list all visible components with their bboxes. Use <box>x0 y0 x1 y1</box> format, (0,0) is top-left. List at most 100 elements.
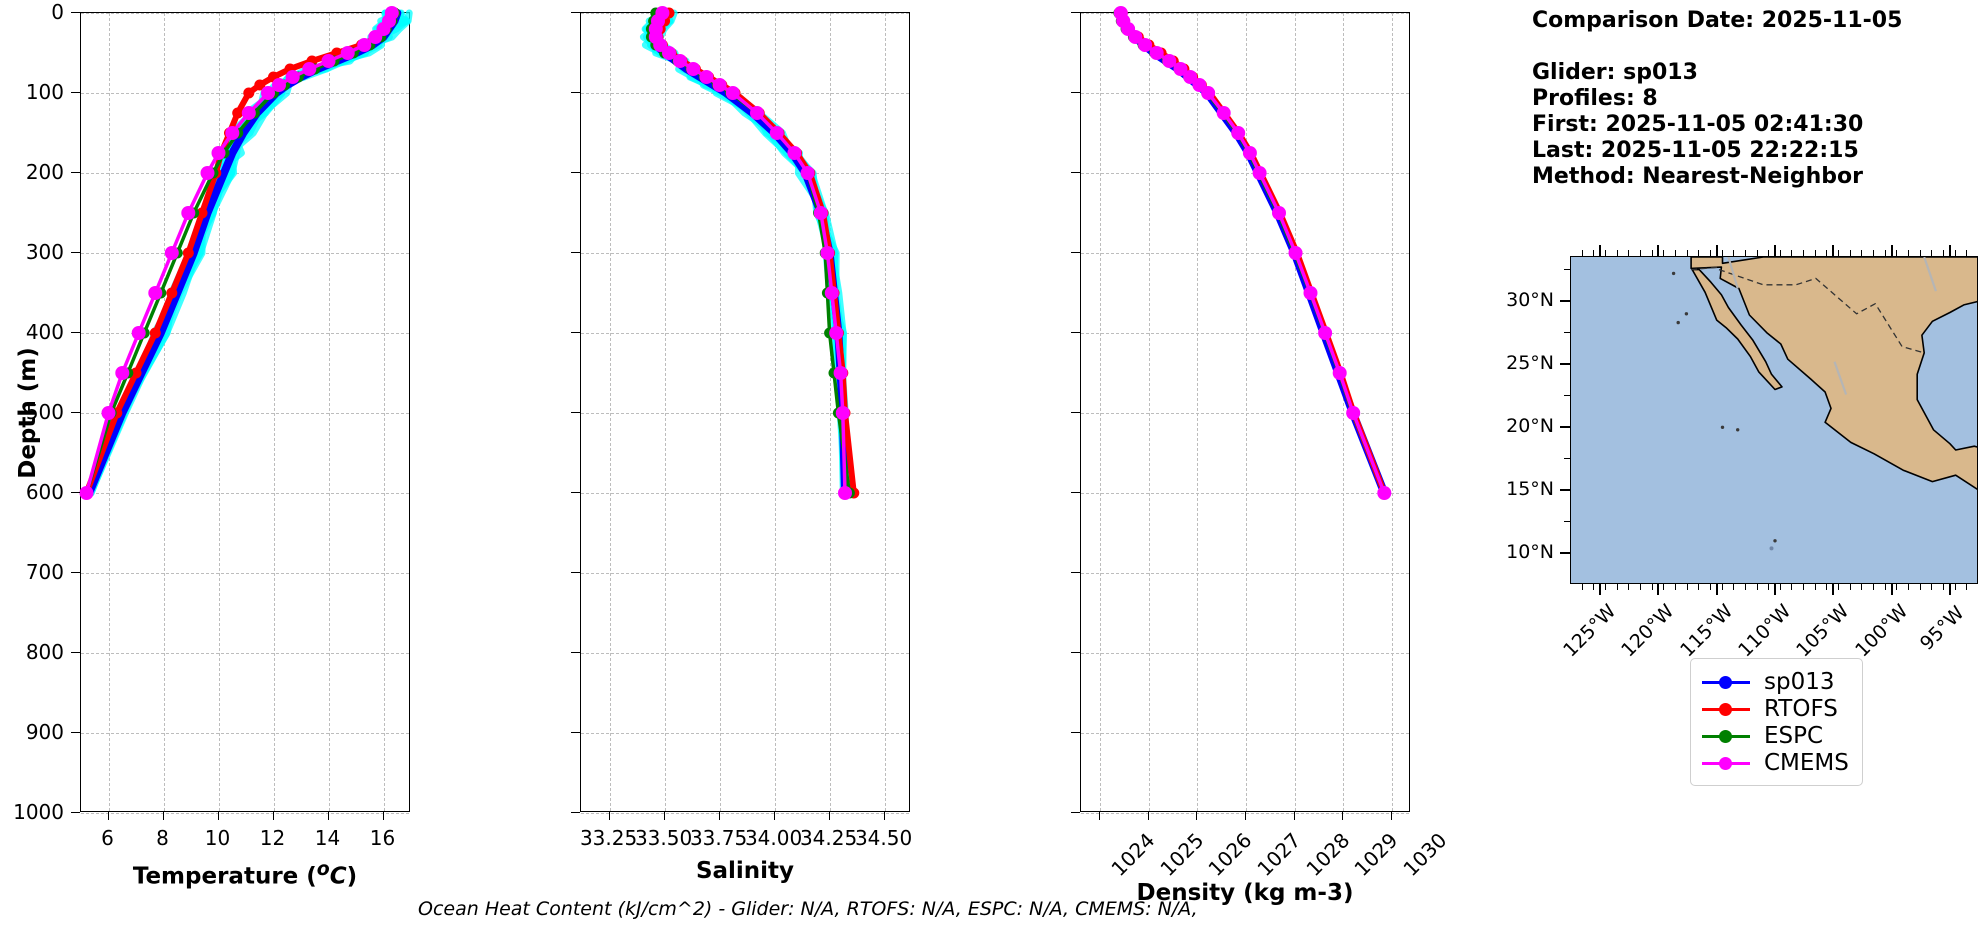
gridline-vertical <box>273 13 275 811</box>
map-lon-minor-tick <box>1814 584 1816 590</box>
map-lon-minor-tick <box>1779 584 1781 590</box>
glider-profile-trace <box>87 9 406 497</box>
gridline-horizontal <box>1081 653 1409 654</box>
x-axis-tick <box>272 812 274 820</box>
x-axis-tick <box>1245 812 1246 820</box>
series-marker-rtofs <box>166 287 178 299</box>
y-axis-tick <box>71 172 80 173</box>
gridline-horizontal <box>81 733 409 734</box>
series-marker-cmems <box>1332 366 1347 380</box>
x-axis-tick <box>1196 812 1198 820</box>
legend-item[interactable]: sp013 <box>1702 668 1849 695</box>
map-landmass <box>1691 268 1783 391</box>
map-lon-minor-tick <box>1896 584 1898 590</box>
x-axis-tick <box>773 812 775 820</box>
series-marker-cmems <box>712 78 727 92</box>
map-coastline-svg <box>1671 257 1977 551</box>
series-marker-rtofs <box>182 247 194 259</box>
y-axis-tick-label: 500 <box>25 400 64 424</box>
series-marker-cmems <box>261 86 275 100</box>
map-lon-minor-tick <box>1756 584 1758 590</box>
map-lon-minor-tick-top <box>1826 250 1828 256</box>
glider-profile-trace <box>642 9 850 497</box>
salinity-panel: 33.25 33.50 33.75 34.00 34.25 34.50 Salinity <box>470 0 940 934</box>
map-lon-minor-tick-top <box>1791 250 1793 256</box>
series-line-cmems <box>84 11 394 495</box>
map-lat-label: 25°N <box>1506 352 1554 375</box>
gridline-vertical <box>774 13 776 811</box>
map-lat-tick <box>1560 426 1570 429</box>
glider-profile-trace <box>87 9 393 497</box>
glider-profile-trace <box>647 9 847 497</box>
y-axis-tick <box>1071 732 1080 733</box>
legend-item[interactable]: RTOFS <box>1702 695 1849 722</box>
series-marker-cmems <box>285 70 300 84</box>
x-axis-tick <box>107 812 109 820</box>
x-axis-tick-label: 10 <box>204 826 231 850</box>
x-axis-tick-label: 1030 <box>1398 828 1452 881</box>
glider-profile-trace <box>641 9 850 497</box>
series-marker-cmems <box>686 62 701 76</box>
map-lon-tick-top <box>1657 245 1660 256</box>
series-marker-cmems <box>101 406 116 420</box>
map-lon-minor-tick <box>1733 584 1735 590</box>
gridline-horizontal <box>581 13 909 14</box>
y-axis-tick <box>71 12 80 13</box>
series-marker-cmems <box>1231 126 1246 140</box>
gridline-horizontal <box>1081 333 1409 334</box>
map-landmass <box>1923 257 1937 292</box>
y-axis-tick <box>571 492 580 493</box>
x-axis-tick <box>1147 812 1149 820</box>
x-axis-tick-label: 33.25 <box>579 826 638 850</box>
map-lon-minor-tick-top <box>1616 250 1618 256</box>
x-axis-tick <box>1390 812 1392 820</box>
x-axis-tick <box>718 812 720 820</box>
legend-label-sp013: sp013 <box>1764 668 1835 695</box>
info-panel: Comparison Date: 2025-11-05 Glider: sp01… <box>1532 8 1902 190</box>
map-island <box>1720 425 1725 429</box>
legend-item[interactable]: CMEMS <box>1702 749 1849 776</box>
gridline-vertical <box>1148 13 1150 811</box>
x-axis-tick <box>217 812 219 820</box>
gridline-vertical <box>884 13 886 811</box>
gridline-vertical <box>1343 13 1345 811</box>
legend-item[interactable]: ESPC <box>1702 722 1849 749</box>
map-lon-minor-tick <box>1966 584 1968 590</box>
gridline-horizontal <box>581 253 909 254</box>
x-axis-tick-label: 33.75 <box>689 826 748 850</box>
map-lon-minor-tick-top <box>1954 250 1956 256</box>
map-lon-minor-tick-top <box>1663 250 1665 256</box>
glider-location-marker <box>1769 546 1774 551</box>
series-marker-cmems <box>131 326 146 340</box>
x-axis-tick-label: 14 <box>314 826 341 850</box>
gridline-horizontal <box>581 173 909 174</box>
series-marker-cmems <box>211 146 226 160</box>
map-lon-minor-tick-top <box>1779 250 1781 256</box>
y-axis-tick <box>1071 252 1080 253</box>
map-lat-tick <box>1560 300 1570 303</box>
glider-profile-trace <box>643 9 849 497</box>
map-lon-tick-top <box>1599 245 1602 256</box>
comparison-date-text: Comparison Date: 2025-11-05 <box>1532 8 1903 33</box>
series-marker-cmems <box>1173 62 1188 76</box>
map-lon-minor-tick <box>1686 584 1688 590</box>
series-marker-cmems <box>800 166 815 180</box>
x-axis-tick-label: 33.50 <box>634 826 693 850</box>
y-axis-tick-label: 400 <box>25 320 64 344</box>
y-axis-tick <box>1071 812 1080 813</box>
gridline-vertical <box>163 13 165 811</box>
map-lon-minor-tick-top <box>1628 250 1630 256</box>
map-lon-minor-tick-top <box>1873 250 1875 256</box>
map-lon-tick <box>1774 584 1776 595</box>
y-axis-tick-label: 1000 <box>13 800 64 824</box>
gridline-horizontal <box>81 413 409 414</box>
y-axis-tick <box>571 812 580 813</box>
gridline-horizontal <box>81 173 409 174</box>
map-lon-minor-tick-top <box>1756 250 1758 256</box>
map-lon-minor-tick-top <box>1861 250 1863 256</box>
series-marker-cmems <box>357 38 372 52</box>
map-lon-minor-tick-top <box>1721 250 1723 256</box>
gridline-vertical <box>1246 13 1247 811</box>
gridline-horizontal <box>581 333 909 334</box>
x-axis-tick <box>1342 812 1344 820</box>
